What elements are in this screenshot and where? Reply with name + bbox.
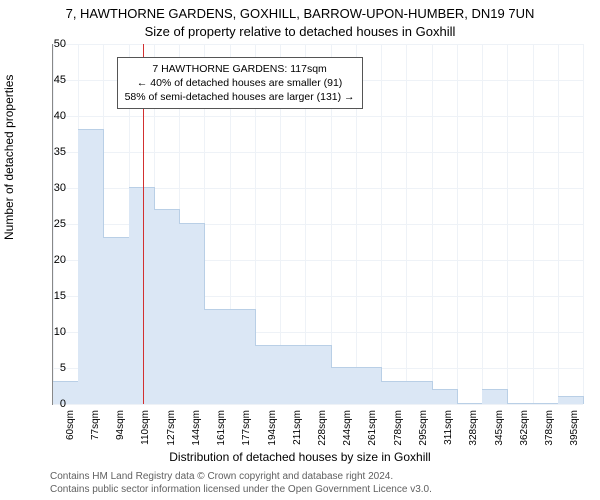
histogram-bar bbox=[154, 209, 180, 404]
x-tick-label: 378sqm bbox=[544, 410, 555, 460]
x-tick-label: 194sqm bbox=[267, 410, 278, 460]
y-tick-label: 25 bbox=[36, 218, 66, 230]
y-tick-label: 50 bbox=[36, 38, 66, 50]
gridline-h bbox=[53, 404, 583, 405]
x-tick-label: 110sqm bbox=[140, 410, 151, 460]
histogram-bar bbox=[432, 389, 458, 404]
footer-line-1: Contains HM Land Registry data © Crown c… bbox=[50, 471, 432, 484]
histogram-bar bbox=[230, 309, 256, 404]
gridline-v bbox=[406, 44, 407, 404]
gridline-v bbox=[583, 44, 584, 404]
histogram-bar bbox=[129, 187, 155, 404]
x-tick-label: 161sqm bbox=[216, 410, 227, 460]
x-tick-label: 244sqm bbox=[342, 410, 353, 460]
x-tick-label: 60sqm bbox=[65, 410, 76, 460]
y-tick-label: 45 bbox=[36, 74, 66, 86]
histogram-bar bbox=[457, 403, 483, 404]
x-tick-label: 144sqm bbox=[191, 410, 202, 460]
histogram-bar bbox=[280, 345, 306, 404]
y-tick-label: 40 bbox=[36, 110, 66, 122]
y-tick-label: 20 bbox=[36, 254, 66, 266]
gridline-v bbox=[482, 44, 483, 404]
annotation-line: ← 40% of detached houses are smaller (91… bbox=[125, 76, 355, 90]
x-tick-label: 94sqm bbox=[115, 410, 126, 460]
annotation-box: 7 HAWTHORNE GARDENS: 117sqm← 40% of deta… bbox=[117, 57, 363, 110]
histogram-plot-area: 7 HAWTHORNE GARDENS: 117sqm← 40% of deta… bbox=[52, 44, 583, 405]
x-tick-label: 328sqm bbox=[468, 410, 479, 460]
histogram-bar bbox=[179, 223, 205, 404]
histogram-bar bbox=[103, 237, 129, 404]
y-tick-label: 30 bbox=[36, 182, 66, 194]
histogram-bar bbox=[482, 389, 508, 404]
attribution-footer: Contains HM Land Registry data © Crown c… bbox=[50, 471, 432, 496]
chart-title-subtitle: Size of property relative to detached ho… bbox=[0, 24, 600, 39]
histogram-bar bbox=[381, 381, 407, 404]
gridline-h bbox=[53, 116, 583, 117]
x-tick-label: 278sqm bbox=[393, 410, 404, 460]
gridline-h bbox=[53, 44, 583, 45]
y-tick-label: 15 bbox=[36, 290, 66, 302]
x-tick-label: 311sqm bbox=[443, 410, 454, 460]
chart-title-address: 7, HAWTHORNE GARDENS, GOXHILL, BARROW-UP… bbox=[0, 6, 600, 21]
x-tick-label: 127sqm bbox=[166, 410, 177, 460]
x-tick-label: 395sqm bbox=[569, 410, 580, 460]
x-tick-label: 261sqm bbox=[367, 410, 378, 460]
histogram-bar bbox=[558, 396, 584, 404]
histogram-bar bbox=[78, 129, 104, 404]
x-tick-label: 345sqm bbox=[494, 410, 505, 460]
y-tick-label: 5 bbox=[36, 362, 66, 374]
histogram-bar bbox=[204, 309, 230, 404]
x-tick-label: 211sqm bbox=[292, 410, 303, 460]
y-tick-label: 10 bbox=[36, 326, 66, 338]
footer-line-2: Contains public sector information licen… bbox=[50, 484, 432, 497]
annotation-line: 58% of semi-detached houses are larger (… bbox=[125, 90, 355, 104]
x-tick-label: 177sqm bbox=[241, 410, 252, 460]
y-tick-label: 0 bbox=[36, 398, 66, 410]
histogram-bar bbox=[356, 367, 382, 404]
x-tick-label: 228sqm bbox=[317, 410, 328, 460]
gridline-v bbox=[507, 44, 508, 404]
histogram-bar bbox=[406, 381, 432, 404]
histogram-bar bbox=[305, 345, 331, 404]
y-axis-label: Number of detached properties bbox=[2, 75, 16, 240]
gridline-v bbox=[432, 44, 433, 404]
x-tick-label: 77sqm bbox=[90, 410, 101, 460]
gridline-h bbox=[53, 152, 583, 153]
histogram-bar bbox=[533, 403, 559, 404]
x-tick-label: 362sqm bbox=[519, 410, 530, 460]
gridline-v bbox=[558, 44, 559, 404]
y-tick-label: 35 bbox=[36, 146, 66, 158]
gridline-v bbox=[381, 44, 382, 404]
gridline-v bbox=[533, 44, 534, 404]
histogram-bar bbox=[331, 367, 357, 404]
x-tick-label: 295sqm bbox=[418, 410, 429, 460]
gridline-v bbox=[457, 44, 458, 404]
histogram-bar bbox=[507, 403, 533, 404]
histogram-bar bbox=[255, 345, 281, 404]
annotation-line: 7 HAWTHORNE GARDENS: 117sqm bbox=[125, 62, 355, 76]
